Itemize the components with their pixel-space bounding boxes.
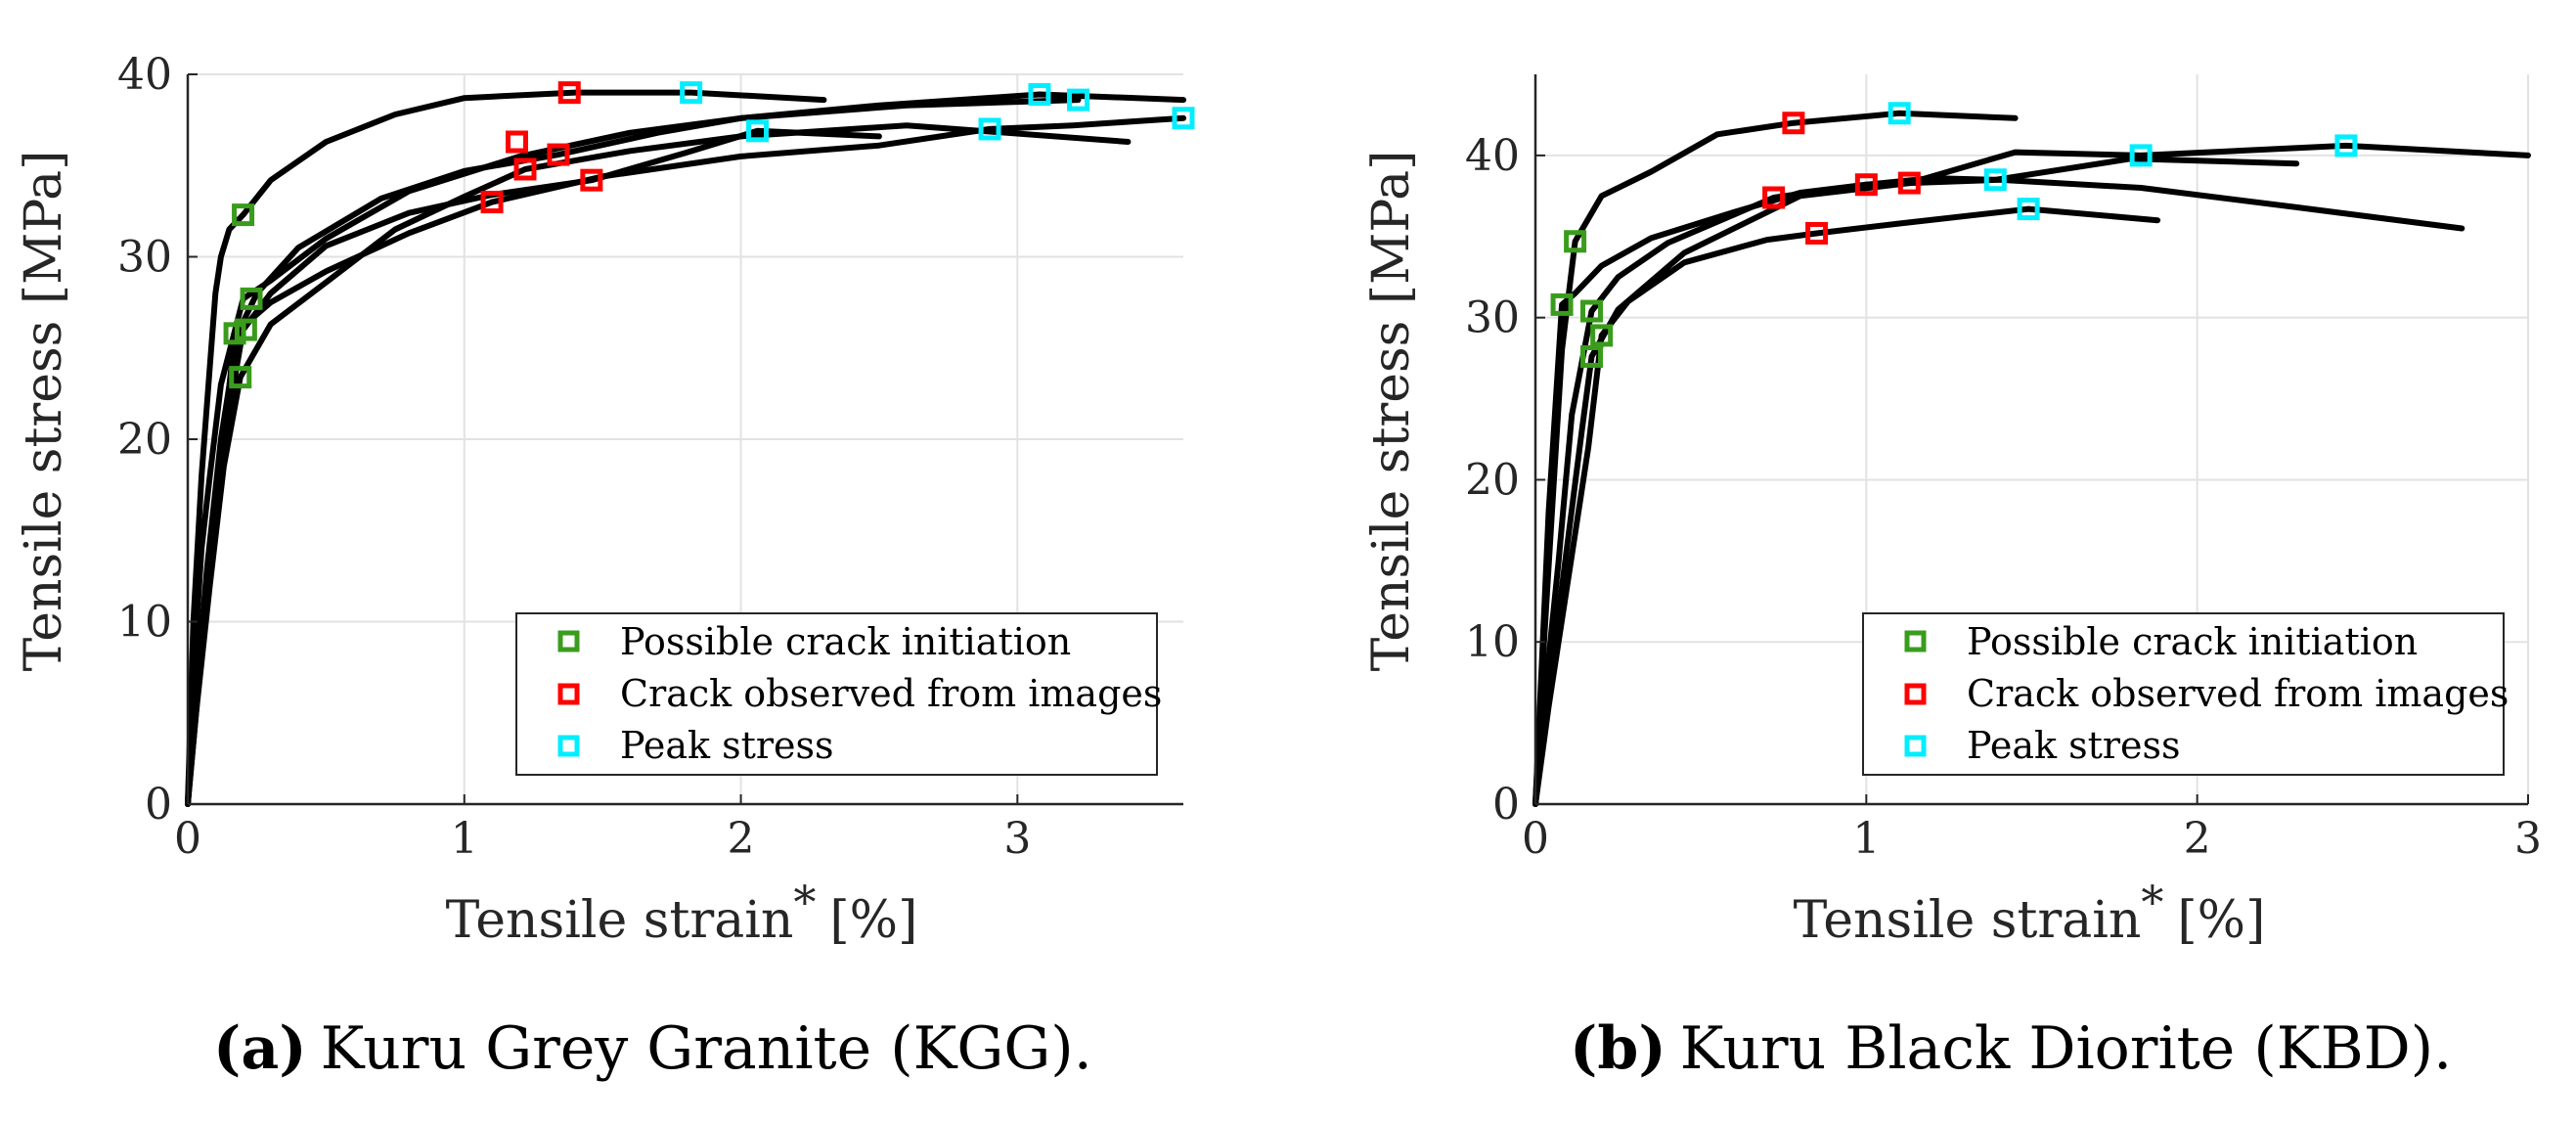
marker-crack-initiation [1564,230,1587,253]
marker-peak-stress [1983,168,2007,192]
series-line-specimen-4 [1532,142,2531,807]
marker-peak-stress [1888,102,1911,125]
legend-marker-crack-observed [557,683,580,705]
series-line-specimen-1 [185,89,827,807]
marker-crack-initiation [1580,299,1604,323]
panel-a-caption: (a) Kuru Grey Granite (KGG). [213,1014,1092,1083]
y-tick-label: 10 [1465,617,1520,667]
x-tick-label: 1 [451,814,478,864]
marker-peak-stress [2334,134,2358,157]
panel-b-y-axis-label: Tensile stress [MPa] [1362,151,1421,672]
x-tick-label: 2 [2184,814,2211,864]
series-line-specimen-3 [1532,176,2465,807]
marker-crack-initiation [1580,344,1604,368]
x-tick-label: 3 [1003,814,1031,864]
panel-a-series [185,89,1186,807]
y-tick-label: 40 [1465,131,1520,181]
marker-peak-stress [978,117,1001,141]
marker-crack-observed [513,157,537,181]
series-line-specimen-5 [1532,205,2161,807]
marker-crack-observed [480,191,504,214]
y-tick-label: 30 [1465,293,1520,343]
marker-crack-observed [557,81,581,105]
y-tick-label: 0 [1492,780,1520,830]
marker-crack-initiation [223,322,246,345]
marker-crack-observed [1897,171,1921,195]
legend-label-peak-stress: Peak stress [620,724,834,767]
marker-crack-observed [547,143,570,166]
y-tick-label: 40 [117,50,172,100]
marker-peak-stress [1172,107,1195,130]
panel-b-legend: Possible crack initiation Crack observed… [1862,612,2509,776]
legend-label-crack-initiation: Possible crack initiation [1967,620,2418,663]
marker-peak-stress [1028,83,1051,107]
legend-marker-peak-stress [557,735,580,757]
marker-peak-stress [2129,144,2153,167]
marker-crack-observed [1854,173,1878,197]
marker-crack-initiation [229,366,252,389]
panel-a-legend-box [515,612,1158,776]
x-tick-label: 0 [1522,814,1549,864]
legend-marker-crack-observed [1904,683,1927,705]
legend-label-crack-initiation: Possible crack initiation [620,620,1071,663]
marker-crack-observed [580,168,603,192]
panel-b-x-axis-label: Tensile strain* [%] [1794,876,2266,950]
x-tick-label: 0 [174,814,201,864]
y-tick-label: 20 [117,415,172,465]
panel-a-y-axis-label: Tensile stress [MPa] [15,151,73,672]
marker-crack-initiation [240,287,263,310]
panel-b-caption: (b) Kuru Black Diorite (KBD). [1570,1014,2452,1083]
y-tick-label: 10 [117,598,172,648]
x-tick-label: 1 [1852,814,1880,864]
marker-peak-stress [680,81,703,105]
x-tick-label: 2 [728,814,755,864]
marker-crack-observed [1805,221,1829,245]
marker-crack-observed [1762,186,1786,209]
panel-b-axes [1533,74,2528,806]
marker-crack-observed [506,130,529,154]
legend-label-peak-stress: Peak stress [1967,724,2181,767]
y-tick-label: 0 [145,780,172,830]
legend-label-crack-observed: Crack observed from images [620,672,1162,715]
panel-b-legend-box [1862,612,2505,776]
legend-label-crack-observed: Crack observed from images [1967,672,2509,715]
marker-crack-initiation [232,203,255,227]
panel-b-markers [1550,102,2358,368]
y-tick-label: 30 [117,233,172,283]
marker-crack-observed [1782,112,1805,135]
marker-peak-stress [2017,198,2040,221]
panel-a-markers [223,81,1195,389]
marker-peak-stress [1067,88,1090,112]
legend-marker-crack-initiation [557,630,580,652]
legend-marker-peak-stress [1904,735,1927,757]
legend-marker-crack-initiation [1904,630,1927,652]
marker-crack-initiation [1550,292,1574,316]
panel-a-legend: Possible crack initiation Crack observed… [515,612,1162,776]
x-tick-label: 3 [2514,814,2542,864]
marker-peak-stress [746,119,770,143]
panel-a-x-axis-label: Tensile strain* [%] [446,876,918,950]
y-tick-label: 20 [1465,455,1520,505]
series-line-specimen-6 [185,114,1186,807]
marker-crack-initiation [1590,324,1614,347]
